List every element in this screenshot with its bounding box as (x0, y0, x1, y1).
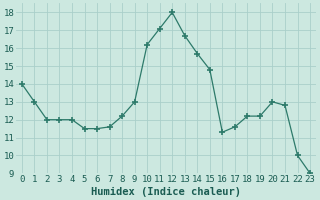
X-axis label: Humidex (Indice chaleur): Humidex (Indice chaleur) (91, 186, 241, 197)
